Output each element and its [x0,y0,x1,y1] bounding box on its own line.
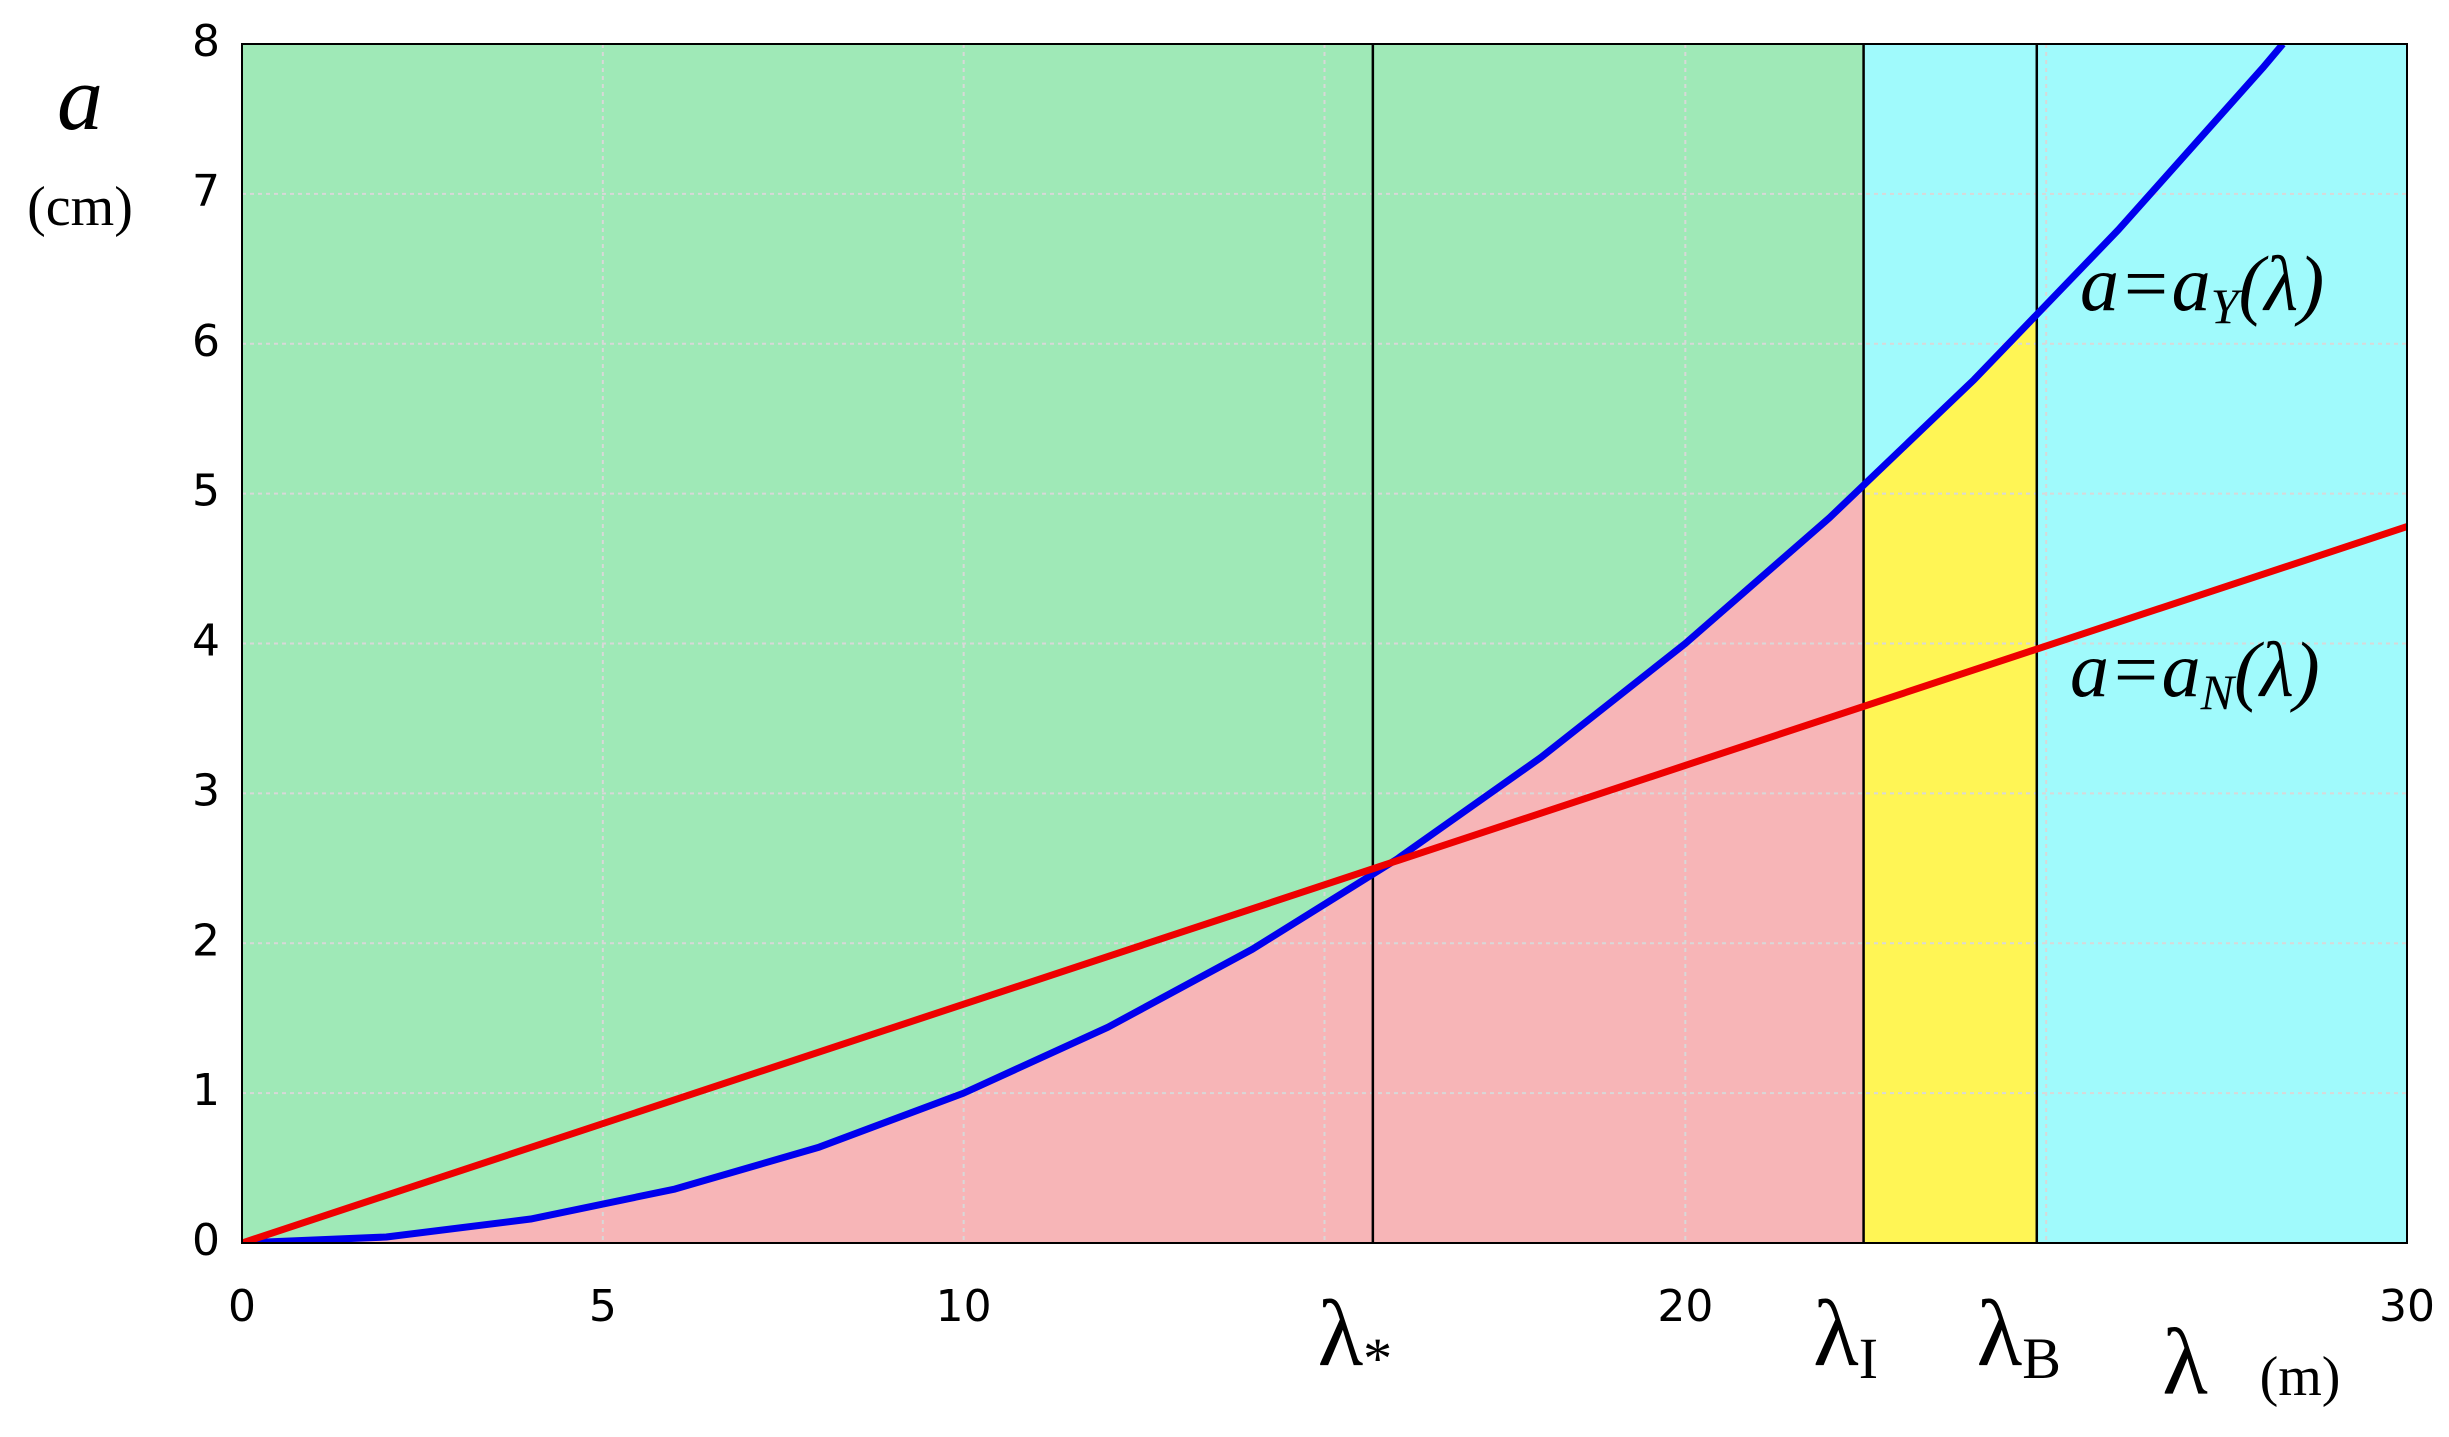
x-tick-label: 0 [228,1281,256,1332]
x-axis-unit: (m) [2260,1346,2341,1408]
y-axis-label: a [57,47,103,149]
plot-frame [241,43,2408,1244]
series-label-sub: Y [2211,278,2244,334]
series-label: a=aN(λ) [2070,626,2320,721]
y-axis-unit: (cm) [27,176,133,238]
y-tick-label: 4 [192,616,220,667]
y-tick-label: 3 [192,765,220,816]
reference-subscript: * [1363,1326,1392,1391]
y-tick-label: 8 [192,16,220,67]
series-label-tail: (λ) [2238,240,2324,327]
x-tick-label: 20 [1657,1281,1713,1332]
y-tick-label: 0 [192,1215,220,1266]
series-label: a=aY(λ) [2080,240,2324,335]
x-tick-label: 30 [2379,1281,2435,1332]
reference-subscript: I [1859,1326,1878,1391]
y-tick-label: 7 [192,166,220,217]
plot-area [242,44,2407,1243]
series-label-sub: N [2200,664,2237,720]
y-tick-label: 5 [192,466,220,517]
series-label-tail: (λ) [2234,626,2320,713]
series-line [242,44,2286,1243]
reference-symbol: λ [1318,1282,1364,1386]
x-axis-label: λ [2162,1311,2208,1415]
reference-symbol: λ [1813,1282,1859,1386]
reference-symbol: λ [1977,1282,2023,1386]
y-tick-label: 2 [192,915,220,966]
reference-label: λI [1813,1282,1878,1392]
series-label-main: a=a [2080,240,2211,327]
y-tick-label: 6 [192,316,220,367]
reference-label: λ* [1318,1282,1393,1392]
reference-subscript: B [2022,1326,2061,1391]
series-label-main: a=a [2070,626,2201,713]
series-line [242,523,2407,1243]
x-tick-label: 10 [936,1281,992,1332]
y-tick-label: 1 [192,1065,220,1116]
reference-label: λB [1977,1282,2061,1392]
x-tick-label: 5 [589,1281,617,1332]
